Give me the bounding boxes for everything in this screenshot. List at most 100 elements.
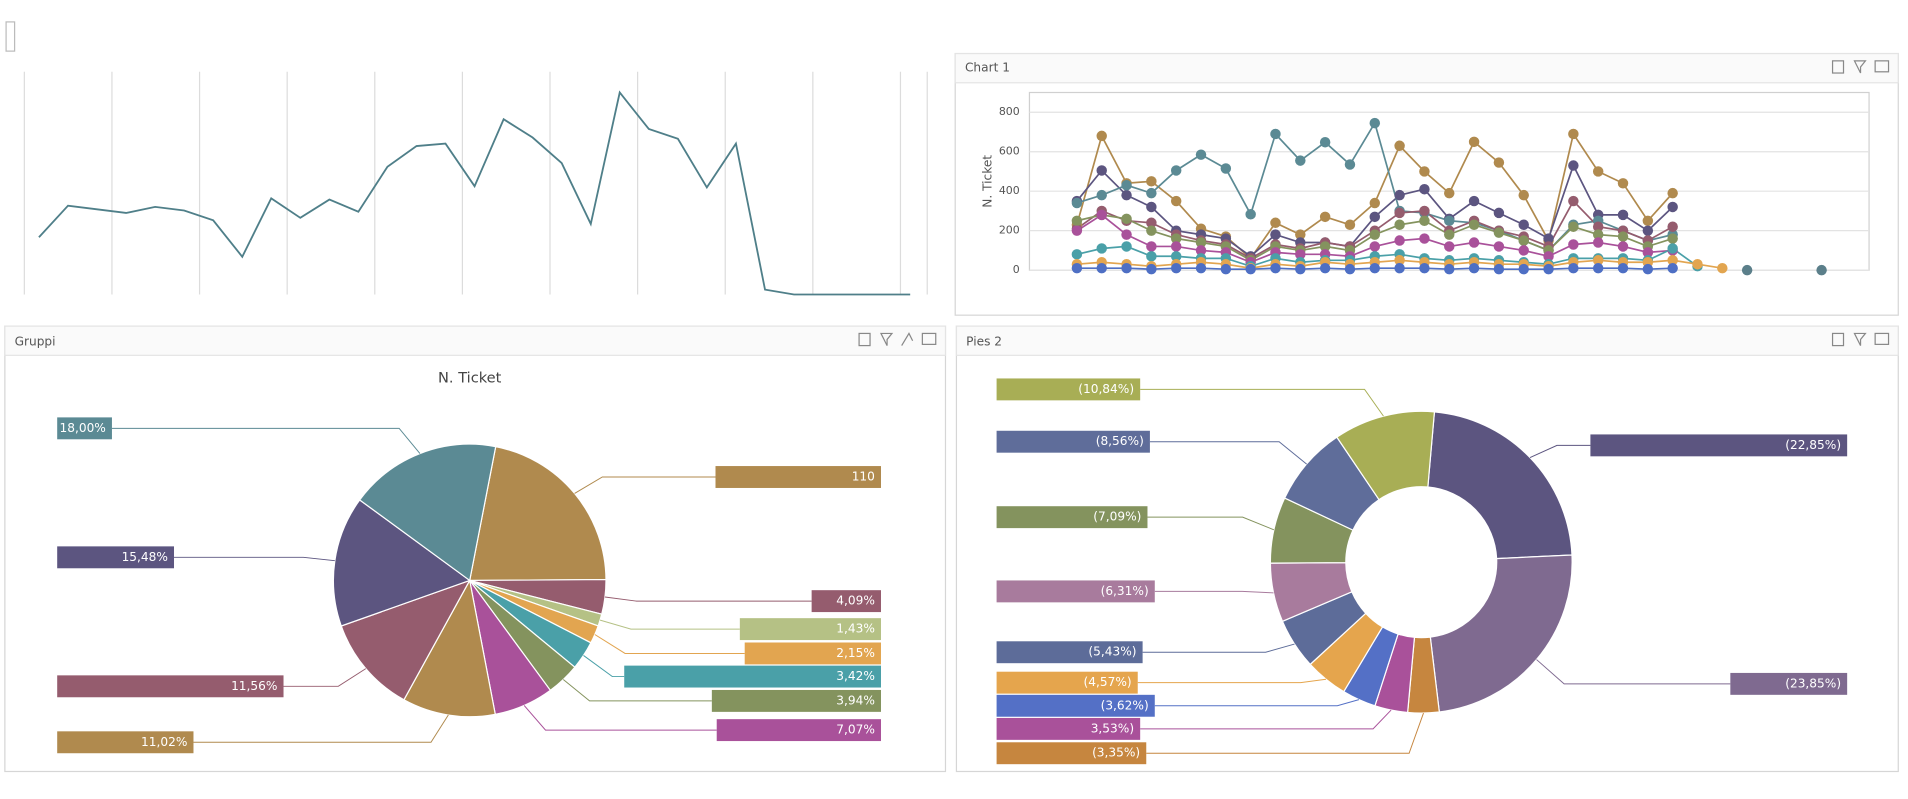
point	[1295, 155, 1306, 166]
input-box[interactable]	[5, 21, 16, 52]
data-label: 3,53%)	[1091, 721, 1134, 735]
point	[1642, 225, 1654, 236]
point	[1369, 241, 1381, 252]
label-box	[996, 378, 1141, 401]
point	[1642, 247, 1654, 258]
point	[1419, 215, 1430, 227]
leader-line	[523, 705, 717, 731]
label-box	[57, 417, 112, 440]
data-label: (23,85%)	[1785, 676, 1841, 690]
point	[1592, 221, 1604, 232]
point	[1096, 130, 1107, 142]
point	[1146, 225, 1157, 236]
leader-line	[174, 556, 335, 562]
data-label: (4,57%)	[1084, 675, 1132, 689]
point	[1568, 221, 1579, 232]
point	[1146, 241, 1157, 252]
point	[1369, 229, 1381, 240]
leader-line	[1147, 516, 1275, 531]
point	[1394, 255, 1405, 266]
data-label: 3,94%	[836, 693, 875, 707]
data-label: : 18,00%	[52, 421, 106, 435]
point	[1394, 235, 1405, 246]
leader-line	[1529, 444, 1591, 459]
point	[1642, 215, 1654, 227]
point	[1592, 255, 1604, 266]
panel-header	[954, 52, 1899, 84]
point	[1394, 262, 1405, 274]
point	[1419, 205, 1430, 217]
label-box	[996, 641, 1143, 664]
point	[1270, 262, 1281, 274]
point	[1667, 255, 1678, 266]
label-box	[716, 719, 881, 742]
label-box	[57, 731, 194, 754]
point	[1121, 241, 1132, 252]
leader-line	[283, 668, 367, 687]
point	[1444, 187, 1455, 199]
leader-line	[594, 634, 745, 654]
point	[1071, 249, 1083, 260]
leader-line	[1140, 388, 1384, 417]
label-box	[1730, 672, 1848, 695]
label-box	[739, 618, 881, 641]
panel-title: Gruppi	[15, 334, 56, 348]
point	[1071, 225, 1083, 236]
point	[1146, 263, 1157, 275]
data-label: 1,43%	[836, 622, 875, 636]
point	[1741, 264, 1753, 276]
point	[1270, 229, 1281, 240]
label-box	[715, 466, 881, 488]
point	[1667, 221, 1678, 232]
panel-header	[955, 325, 1899, 356]
label-box	[57, 675, 284, 698]
point	[1096, 209, 1107, 221]
panel-title: Pies 2	[966, 334, 1002, 348]
point	[1518, 235, 1529, 246]
point	[1121, 180, 1132, 191]
point	[1518, 219, 1529, 230]
point	[1717, 262, 1728, 274]
y-tick-label: 200	[999, 224, 1020, 237]
panel-title: Chart 1	[965, 61, 1010, 75]
data-label: 4,09%	[836, 594, 875, 608]
leader-line	[1137, 678, 1327, 684]
point	[1245, 263, 1256, 275]
leader-line	[111, 427, 421, 454]
point	[1394, 189, 1405, 201]
data-label: 11,02%	[141, 735, 187, 749]
point	[1071, 262, 1083, 274]
point	[1617, 231, 1629, 242]
panel-icons[interactable]	[858, 332, 937, 347]
y-tick-label: 400	[999, 184, 1020, 197]
point	[1146, 217, 1157, 229]
label-box	[57, 546, 175, 569]
point	[1667, 187, 1678, 199]
point	[1319, 137, 1331, 148]
leader-line	[1149, 441, 1307, 465]
data-label: 11,56%	[231, 679, 277, 693]
point	[1071, 197, 1083, 209]
point	[1518, 263, 1529, 275]
label-box	[711, 689, 881, 712]
slice	[1335, 410, 1436, 501]
panel-icons[interactable]	[1831, 60, 1890, 74]
point	[1295, 249, 1306, 260]
point	[1096, 165, 1107, 176]
point	[1344, 263, 1356, 275]
data-label: 7,07%	[836, 723, 875, 737]
panel-icons[interactable]	[1831, 332, 1890, 347]
panel-header	[4, 325, 947, 356]
point	[1394, 140, 1405, 152]
point	[1592, 262, 1604, 274]
point	[1493, 207, 1505, 219]
leader-line	[574, 476, 716, 494]
point	[1220, 263, 1232, 275]
point	[1295, 229, 1306, 240]
point	[1518, 245, 1529, 256]
point	[1667, 201, 1678, 213]
point	[1344, 219, 1356, 230]
point	[1617, 262, 1629, 274]
leader-line	[1154, 590, 1274, 594]
